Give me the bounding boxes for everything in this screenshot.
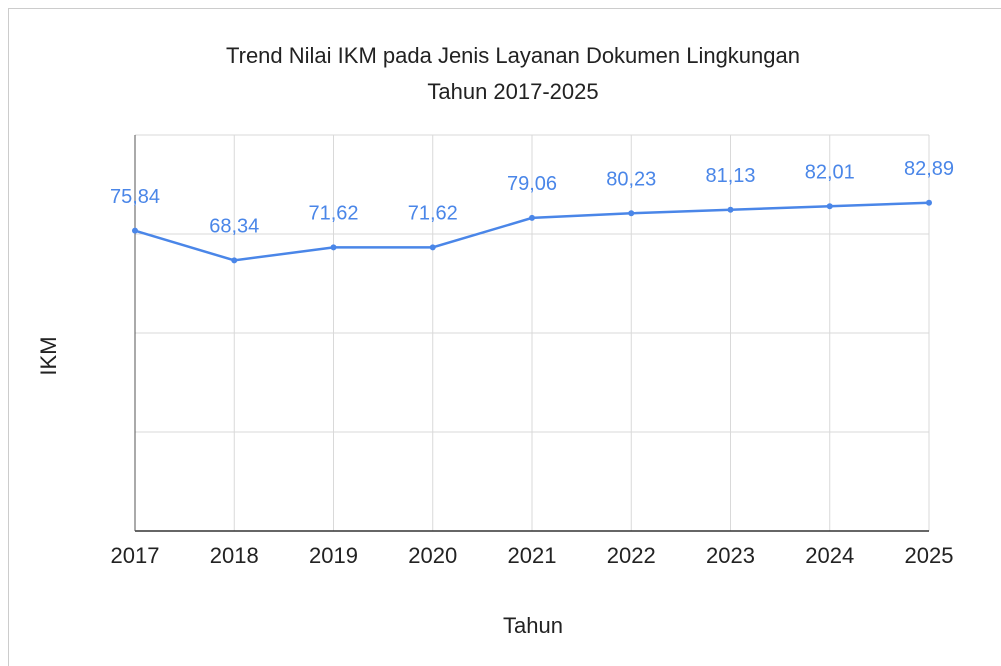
x-tick-label: 2019 <box>309 543 358 568</box>
point <box>330 244 337 251</box>
chart-border <box>8 8 1001 666</box>
data-label: 71,62 <box>308 203 358 225</box>
y-axis-label: IKM <box>36 336 61 375</box>
data-label: 75,84 <box>110 186 160 208</box>
chart-title: Trend Nilai IKM pada Jenis Layanan Dokum… <box>226 43 800 68</box>
x-tick-label: 2017 <box>111 543 160 568</box>
point <box>231 257 238 264</box>
data-label: 79,06 <box>507 173 557 195</box>
data-label: 80,23 <box>606 169 656 191</box>
point <box>132 227 138 234</box>
x-tick-label: 2021 <box>508 543 557 568</box>
chart-title: Tahun 2017-2025 <box>427 79 598 104</box>
x-tick-label: 2018 <box>210 543 259 568</box>
data-label: 71,62 <box>408 203 458 225</box>
x-tick-label: 2022 <box>607 543 656 568</box>
data-label: 81,13 <box>705 165 755 187</box>
point <box>628 210 635 217</box>
x-tick-label: 2025 <box>905 543 954 568</box>
data-label: 82,89 <box>904 158 954 180</box>
x-axis-label: Tahun <box>503 613 563 638</box>
point <box>926 199 932 206</box>
point <box>826 203 833 210</box>
x-tick-label: 2020 <box>408 543 457 568</box>
point <box>529 214 535 221</box>
x-tick-label: 2024 <box>805 543 854 568</box>
data-label: 68,34 <box>209 216 259 238</box>
data-label: 82,01 <box>805 162 855 184</box>
point <box>727 206 734 213</box>
point <box>429 244 436 251</box>
x-tick-label: 2023 <box>706 543 755 568</box>
